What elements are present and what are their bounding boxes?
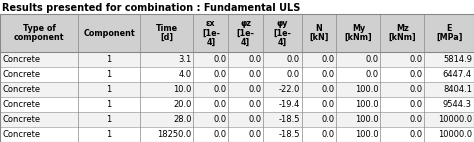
Bar — [0, 112, 474, 127]
Text: Concrete: Concrete — [3, 70, 41, 79]
Text: 0.0: 0.0 — [410, 70, 422, 79]
Text: 0.0: 0.0 — [321, 100, 335, 109]
Text: 0.0: 0.0 — [365, 55, 378, 64]
Text: Mz
[kNm]: Mz [kNm] — [389, 24, 416, 42]
Text: 0.0: 0.0 — [321, 130, 335, 139]
Text: 0.0: 0.0 — [248, 85, 261, 94]
Text: My
[kNm]: My [kNm] — [345, 24, 373, 42]
Text: 0.0: 0.0 — [365, 70, 378, 79]
Text: 0.0: 0.0 — [213, 100, 226, 109]
Text: 0.0: 0.0 — [286, 70, 300, 79]
Text: 0.0: 0.0 — [213, 85, 226, 94]
Text: 0.0: 0.0 — [410, 100, 422, 109]
Text: -18.5: -18.5 — [278, 115, 300, 124]
Text: 0.0: 0.0 — [213, 70, 226, 79]
Text: 1: 1 — [107, 100, 112, 109]
Text: 9544.3: 9544.3 — [443, 100, 472, 109]
Bar — [0, 67, 474, 82]
Text: 18250.0: 18250.0 — [157, 130, 191, 139]
Text: 0.0: 0.0 — [321, 85, 335, 94]
Text: 0.0: 0.0 — [410, 115, 422, 124]
Text: 4.0: 4.0 — [178, 70, 191, 79]
Text: Type of
component: Type of component — [14, 24, 64, 42]
Bar — [0, 127, 474, 142]
Text: 8404.1: 8404.1 — [443, 85, 472, 94]
Text: 10000.0: 10000.0 — [438, 115, 472, 124]
Text: Concrete: Concrete — [3, 55, 41, 64]
Text: 0.0: 0.0 — [248, 130, 261, 139]
Text: N
[kN]: N [kN] — [310, 24, 329, 42]
Bar — [0, 97, 474, 112]
Text: 1: 1 — [107, 115, 112, 124]
Text: -22.0: -22.0 — [278, 85, 300, 94]
Text: 0.0: 0.0 — [213, 55, 226, 64]
Bar — [0, 82, 474, 97]
Text: 100.0: 100.0 — [355, 100, 378, 109]
Text: 28.0: 28.0 — [173, 115, 191, 124]
Text: 0.0: 0.0 — [410, 130, 422, 139]
Text: 100.0: 100.0 — [355, 85, 378, 94]
Text: -18.5: -18.5 — [278, 130, 300, 139]
Text: 0.0: 0.0 — [286, 55, 300, 64]
Text: Results presented for combination : Fundamental ULS: Results presented for combination : Fund… — [2, 3, 301, 13]
Text: 3.1: 3.1 — [178, 55, 191, 64]
Text: Concrete: Concrete — [3, 100, 41, 109]
Bar — [0, 52, 474, 67]
Text: 1: 1 — [107, 55, 112, 64]
Text: 0.0: 0.0 — [248, 70, 261, 79]
Text: Concrete: Concrete — [3, 85, 41, 94]
Text: φz
[1e-
4]: φz [1e- 4] — [237, 19, 255, 47]
Text: 5814.9: 5814.9 — [443, 55, 472, 64]
Text: 1: 1 — [107, 85, 112, 94]
Text: 10.0: 10.0 — [173, 85, 191, 94]
Text: 0.0: 0.0 — [213, 115, 226, 124]
Text: 0.0: 0.0 — [410, 85, 422, 94]
Text: Concrete: Concrete — [3, 115, 41, 124]
Text: εx
[1e-
4]: εx [1e- 4] — [202, 19, 220, 47]
Text: 100.0: 100.0 — [355, 130, 378, 139]
Text: 0.0: 0.0 — [213, 130, 226, 139]
Text: 20.0: 20.0 — [173, 100, 191, 109]
Text: φy
[1e-
4]: φy [1e- 4] — [273, 19, 292, 47]
Text: 0.0: 0.0 — [321, 55, 335, 64]
Text: 100.0: 100.0 — [355, 115, 378, 124]
Text: Concrete: Concrete — [3, 130, 41, 139]
Text: 0.0: 0.0 — [321, 70, 335, 79]
Text: Component: Component — [83, 29, 135, 37]
Text: E
[MPa]: E [MPa] — [436, 24, 463, 42]
Bar — [0, 14, 474, 52]
Text: 0.0: 0.0 — [321, 115, 335, 124]
Text: 6447.4: 6447.4 — [443, 70, 472, 79]
Text: -19.4: -19.4 — [278, 100, 300, 109]
Text: 0.0: 0.0 — [248, 55, 261, 64]
Text: Time
[d]: Time [d] — [156, 24, 178, 42]
Text: 10000.0: 10000.0 — [438, 130, 472, 139]
Text: 1: 1 — [107, 130, 112, 139]
Text: 0.0: 0.0 — [248, 100, 261, 109]
Text: 0.0: 0.0 — [248, 115, 261, 124]
Text: 1: 1 — [107, 70, 112, 79]
Text: 0.0: 0.0 — [410, 55, 422, 64]
